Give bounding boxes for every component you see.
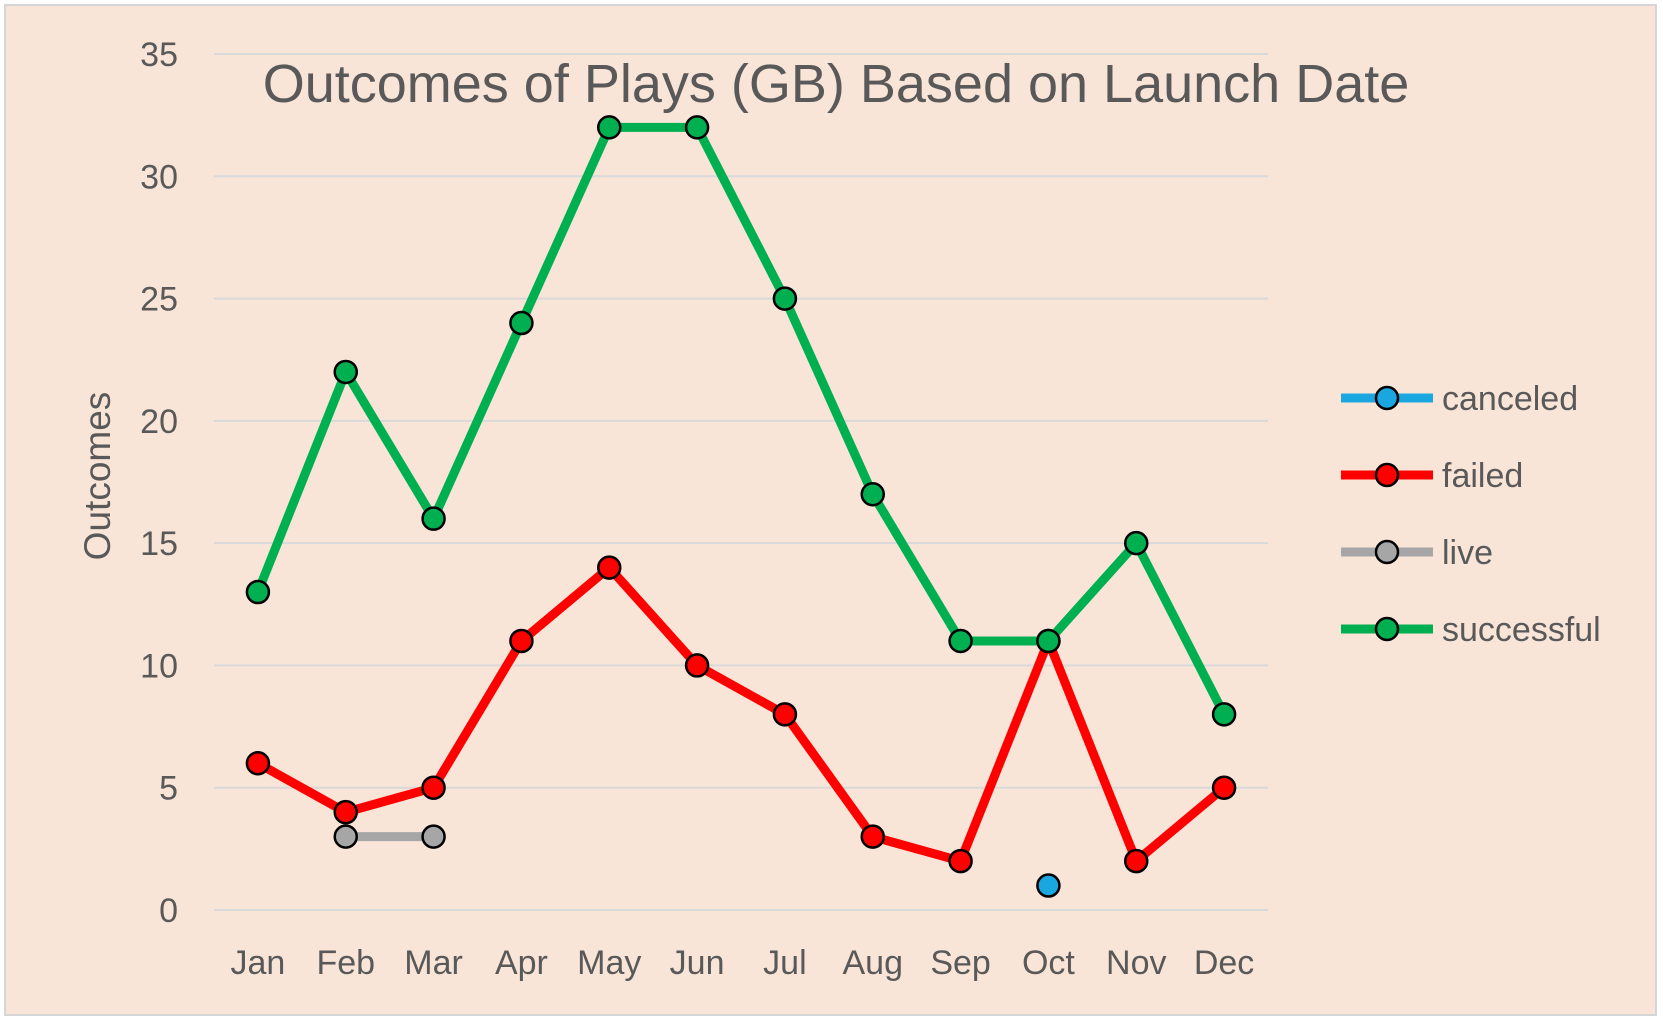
y-tick-label: 35 [140, 36, 178, 74]
x-tick-label: Aug [843, 944, 904, 982]
data-point-failed [948, 848, 973, 874]
legend-marker [1374, 539, 1400, 565]
legend-label: failed [1442, 457, 1523, 495]
y-tick-label: 10 [140, 647, 178, 685]
x-tick-label: Jun [670, 944, 725, 982]
legend-label: live [1442, 534, 1493, 572]
y-tick-label: 30 [140, 158, 178, 196]
y-tick-label: 15 [140, 525, 178, 563]
data-point-successful [597, 115, 622, 140]
data-point-successful [245, 579, 271, 605]
data-point-failed [245, 751, 271, 776]
x-tick-label: Mar [404, 944, 463, 982]
x-tick-label: Jul [763, 944, 806, 982]
series-live [333, 824, 446, 849]
x-tick-label: Sep [930, 944, 991, 982]
x-tick-label: Jan [231, 944, 286, 982]
chart-area: 0 5 10 15 20 25 30 35 Jan Feb Mar Apr May Jun Jul Aug S… [4, 4, 1657, 1016]
data-point-successful [1036, 628, 1061, 654]
gridlines [214, 53, 1268, 911]
data-point-failed [421, 775, 446, 800]
data-point-failed [860, 824, 885, 849]
data-point-failed [684, 653, 710, 678]
x-tick-label: Nov [1106, 944, 1166, 982]
data-point-canceled [1036, 873, 1061, 898]
data-point-successful [1211, 702, 1237, 727]
legend: canceled failed live successful [1341, 380, 1601, 649]
y-axis-ticks: 0 5 10 15 20 25 30 35 [140, 36, 178, 930]
data-point-successful [421, 506, 446, 531]
legend-item-canceled: canceled [1341, 380, 1578, 418]
x-tick-label: Dec [1194, 944, 1254, 982]
y-tick-label: 20 [140, 403, 178, 441]
data-point-live [421, 824, 446, 849]
data-point-failed [333, 799, 358, 825]
data-point-successful [684, 115, 710, 140]
data-point-live [333, 824, 358, 849]
series-lines [245, 115, 1237, 898]
y-tick-label: 25 [140, 281, 178, 319]
x-axis-ticks: Jan Feb Mar Apr May Jun Jul Aug Sep Oct Nov Dec [231, 944, 1255, 982]
line-chart: 0 5 10 15 20 25 30 35 Jan Feb Mar Apr May Jun Jul Aug S… [77, 36, 1601, 982]
data-point-successful [1124, 530, 1149, 556]
data-point-failed [597, 555, 622, 580]
data-point-failed [1124, 848, 1149, 874]
legend-label: canceled [1442, 380, 1578, 418]
x-tick-label: May [577, 944, 641, 982]
chart-title: Outcomes of Plays (GB) Based on Launch D… [263, 54, 1410, 114]
legend-marker [1374, 462, 1400, 488]
legend-item-successful: successful [1341, 611, 1601, 649]
legend-item-live: live [1341, 534, 1493, 572]
x-tick-label: Apr [495, 944, 548, 982]
data-point-successful [333, 359, 358, 385]
x-tick-label: Oct [1022, 944, 1075, 982]
data-point-successful [860, 481, 885, 507]
series-successful [245, 115, 1237, 727]
data-point-failed [509, 628, 534, 654]
legend-marker [1374, 616, 1400, 642]
data-point-failed [772, 702, 798, 727]
y-tick-label: 0 [159, 892, 178, 930]
data-point-successful [509, 310, 534, 336]
series-line-successful [253, 122, 1229, 717]
series-canceled [1036, 873, 1061, 898]
data-point-successful [948, 628, 973, 654]
y-tick-label: 5 [159, 770, 178, 808]
data-point-successful [772, 286, 798, 311]
legend-item-failed: failed [1341, 457, 1523, 495]
legend-marker [1374, 385, 1400, 411]
y-axis-label: Outcomes [77, 392, 118, 561]
legend-label: successful [1442, 611, 1601, 649]
series-line-failed [255, 563, 1227, 866]
x-tick-label: Feb [316, 944, 375, 982]
data-point-failed [1211, 775, 1237, 800]
